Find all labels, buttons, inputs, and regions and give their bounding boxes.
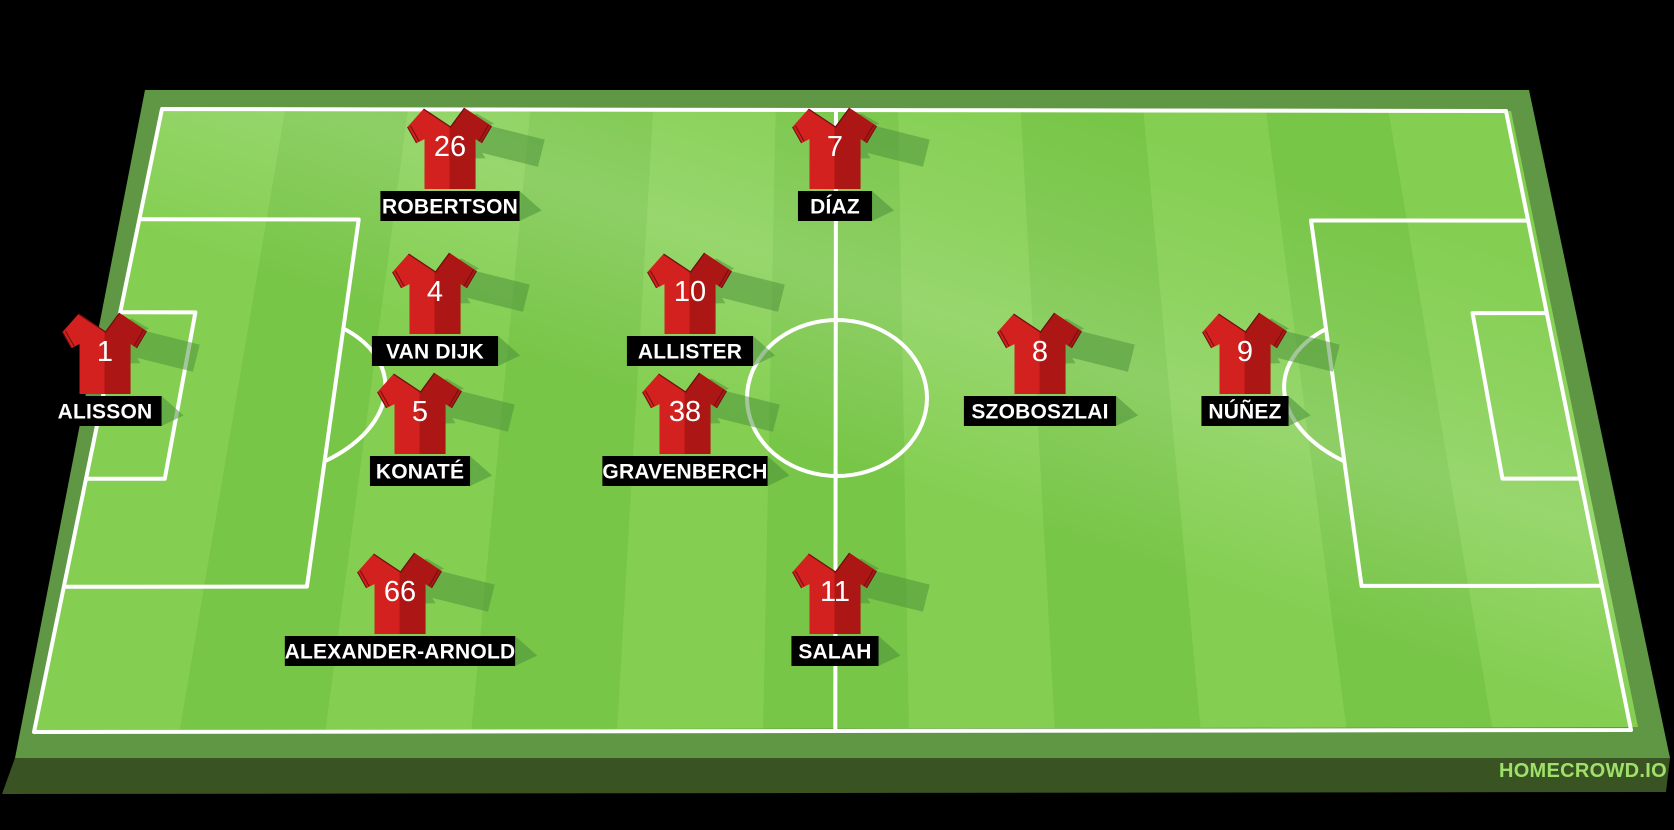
svg-text:8: 8 <box>1032 336 1048 368</box>
svg-text:10: 10 <box>674 276 706 308</box>
svg-text:26: 26 <box>434 131 466 163</box>
svg-text:38: 38 <box>669 396 701 428</box>
svg-text:SZOBOSZLAI: SZOBOSZLAI <box>971 401 1108 424</box>
svg-text:HOMECROWD.IO: HOMECROWD.IO <box>1499 760 1667 782</box>
svg-text:VAN DIJK: VAN DIJK <box>386 341 484 364</box>
svg-text:DÍAZ: DÍAZ <box>810 196 860 219</box>
svg-text:66: 66 <box>384 576 416 608</box>
svg-text:ALLISTER: ALLISTER <box>638 341 742 364</box>
svg-text:1: 1 <box>97 336 113 368</box>
svg-text:NÚÑEZ: NÚÑEZ <box>1208 400 1281 424</box>
svg-text:SALAH: SALAH <box>798 641 871 664</box>
svg-text:ALISSON: ALISSON <box>58 401 153 424</box>
svg-text:5: 5 <box>412 396 428 428</box>
svg-text:KONATÉ: KONATÉ <box>376 461 464 484</box>
svg-text:9: 9 <box>1237 336 1253 368</box>
svg-text:ALEXANDER-ARNOLD: ALEXANDER-ARNOLD <box>285 641 516 664</box>
svg-text:7: 7 <box>827 131 843 163</box>
svg-text:11: 11 <box>820 576 850 608</box>
svg-text:GRAVENBERCH: GRAVENBERCH <box>602 461 767 484</box>
svg-text:4: 4 <box>427 276 443 308</box>
svg-text:ROBERTSON: ROBERTSON <box>382 196 518 219</box>
